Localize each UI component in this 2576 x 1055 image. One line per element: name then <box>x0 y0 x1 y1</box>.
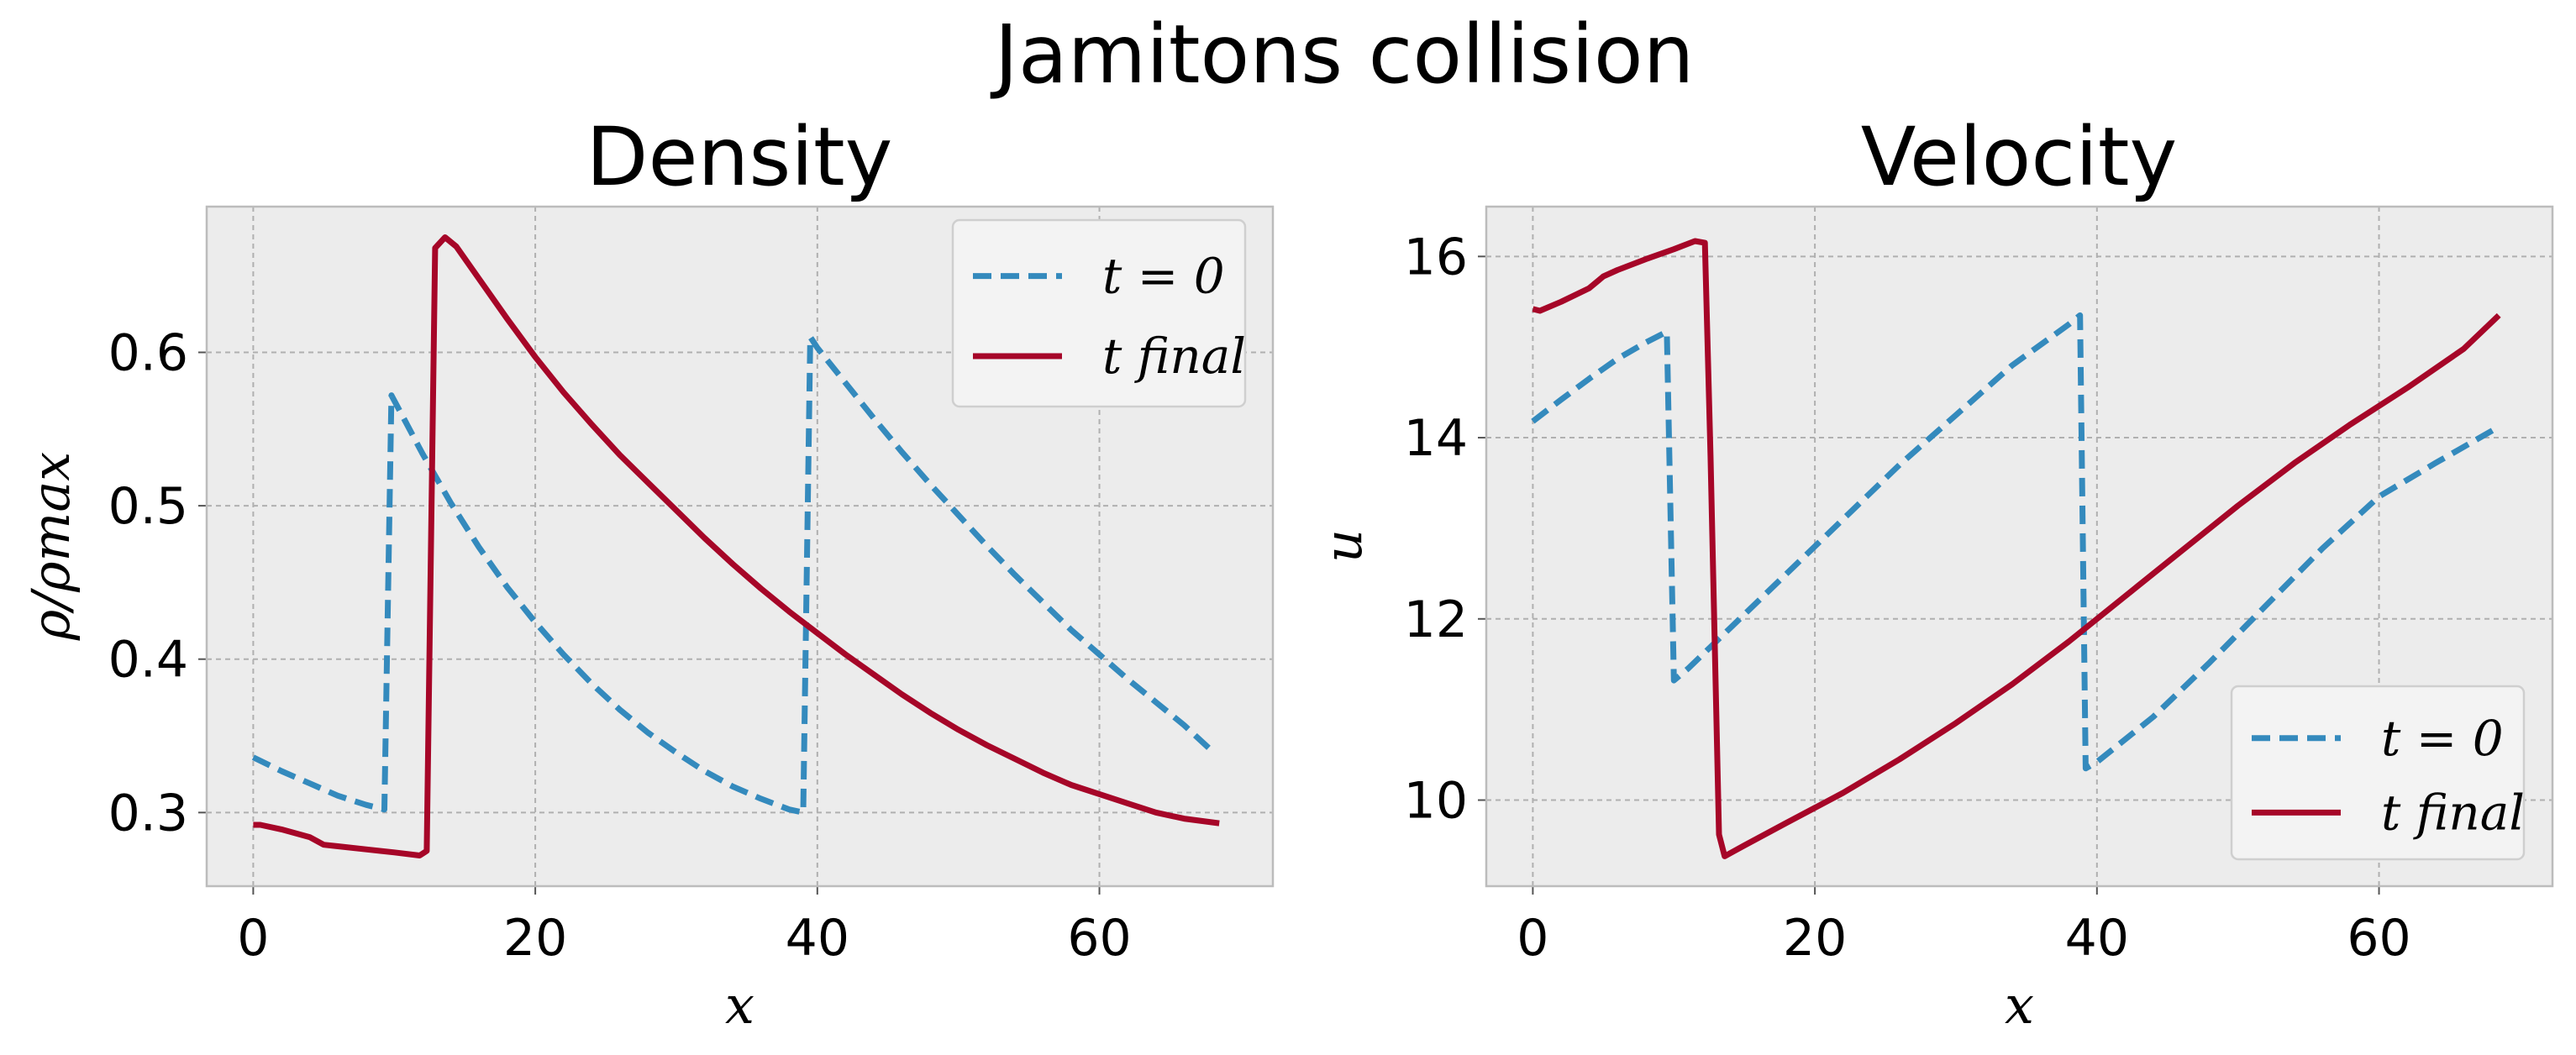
x-axis-label: x <box>725 974 754 1036</box>
plot-frame <box>205 205 1275 888</box>
series-t0-line <box>1531 312 2500 772</box>
y-axis-label: ρ/ρmax <box>20 452 81 642</box>
x-tick-label: 60 <box>1067 909 1131 968</box>
x-tick-label: 0 <box>1517 909 1548 968</box>
panel-title: Density <box>586 110 893 204</box>
legend-label: t final <box>2381 784 2525 841</box>
y-tick-label: 0.4 <box>108 631 188 690</box>
legend-box <box>951 218 1247 408</box>
y-tick-label: 0.5 <box>108 477 188 536</box>
series-tfinal-line <box>1532 238 2501 859</box>
y-tick-label: 14 <box>1404 409 1468 468</box>
legend-box <box>2230 685 2526 861</box>
plot-frame <box>1485 205 2554 888</box>
series-tfinal-line <box>253 234 1220 858</box>
panel-title: Velocity <box>1861 110 2178 204</box>
y-tick-label: 16 <box>1404 228 1468 286</box>
x-tick-label: 0 <box>237 909 269 968</box>
y-tick-label: 0.3 <box>108 784 188 842</box>
density-panel: 0 20 40 60 0.3 0.4 0.5 0.6 Density x ρ/ρmax t = 0 t … <box>20 110 1275 1036</box>
y-axis-label: u <box>1312 529 1374 563</box>
x-tick-label: 40 <box>786 909 849 968</box>
figure-title: Jamitons collision <box>991 8 1695 102</box>
x-axis-label: x <box>2005 974 2034 1036</box>
velocity-panel: 0 20 40 60 10 12 14 16 Velocity x u t = 0 t final <box>1312 110 2554 1036</box>
series-t0-line <box>251 333 1215 816</box>
x-tick-label: 60 <box>2347 909 2410 968</box>
y-tick-label: 12 <box>1404 590 1468 649</box>
x-tick-label: 40 <box>2065 909 2129 968</box>
y-tick-label: 0.6 <box>108 323 188 382</box>
x-tick-label: 20 <box>1783 909 1847 968</box>
y-tick-label: 10 <box>1404 772 1468 831</box>
x-tick-label: 20 <box>503 909 567 968</box>
legend-label: t = 0 <box>2381 710 2504 767</box>
legend-label: t = 0 <box>1102 248 1225 305</box>
legend-label: t final <box>1102 328 1246 385</box>
